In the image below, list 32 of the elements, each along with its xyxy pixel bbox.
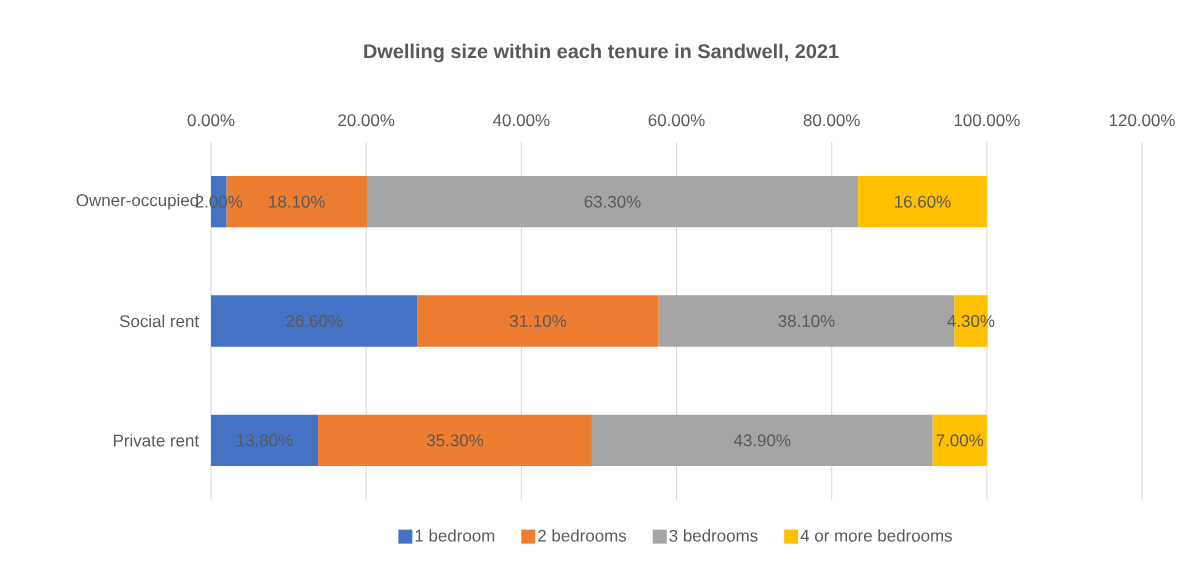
y-tick-label: Social rent bbox=[119, 314, 199, 328]
bar bbox=[211, 414, 319, 466]
x-tick-label: 0.00% bbox=[187, 114, 235, 127]
y-tick-label: Private rent bbox=[113, 434, 199, 447]
data-label: 63.30% bbox=[584, 195, 641, 208]
legend-label: 2 bedrooms bbox=[538, 529, 627, 542]
x-tick-label: 40.00% bbox=[493, 114, 550, 127]
bar bbox=[591, 414, 933, 466]
data-label: 16.60% bbox=[895, 195, 951, 208]
bar bbox=[417, 295, 659, 347]
data-label: 18.10% bbox=[269, 195, 325, 208]
legend-label: 3 bedrooms bbox=[669, 529, 758, 542]
x-tick-label: 80.00% bbox=[803, 114, 860, 127]
x-tick-label: 120.00% bbox=[1109, 114, 1175, 127]
bar bbox=[318, 414, 592, 466]
x-tick-label: 60.00% bbox=[648, 114, 705, 127]
legend-label: 4 or more bedrooms bbox=[800, 529, 953, 542]
bar bbox=[366, 176, 859, 228]
data-label: 35.30% bbox=[426, 434, 484, 447]
bar bbox=[858, 176, 987, 228]
x-tick-label: 100.00% bbox=[954, 114, 1020, 127]
data-label: 38.10% bbox=[778, 315, 835, 327]
chart-title: Dwelling size within each tenure in Sandwell, 2021 bbox=[364, 43, 839, 63]
data-label: 26.60% bbox=[286, 315, 343, 327]
data-label: 7.00% bbox=[936, 434, 984, 447]
bar bbox=[211, 295, 418, 347]
legend-label: 1 bedroom bbox=[415, 529, 495, 542]
bar bbox=[932, 414, 987, 466]
data-label: 43.90% bbox=[733, 434, 791, 447]
data-label: 31.10% bbox=[509, 315, 567, 327]
x-tick-label: 20.00% bbox=[338, 114, 395, 127]
data-label: 13.80% bbox=[237, 434, 293, 447]
